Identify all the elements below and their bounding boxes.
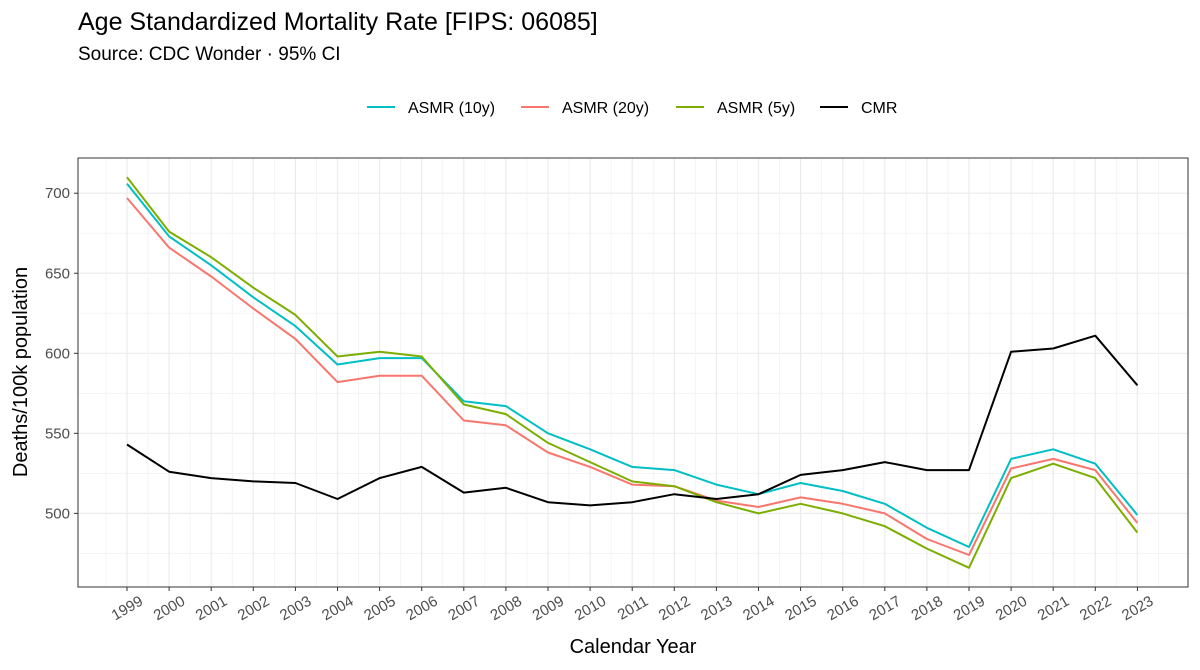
- x-tick-label: 2010: [572, 593, 609, 624]
- x-tick-label: 2015: [782, 593, 819, 624]
- x-tick-label: 2011: [615, 593, 651, 624]
- y-tick-label: 600: [45, 345, 70, 362]
- series-line-cmr: [126, 334, 1139, 507]
- legend-item: ASMR (10y): [367, 100, 495, 117]
- x-tick-label: 2008: [487, 593, 524, 624]
- series-line-asmr-10y: [126, 182, 1139, 548]
- x-tick-label: 2001: [193, 593, 230, 624]
- legend-item: ASMR (20y): [521, 100, 649, 117]
- legend-item: CMR: [820, 100, 897, 117]
- x-tick-label: 2021: [1035, 593, 1072, 624]
- x-tick-label: 2013: [698, 593, 735, 624]
- y-tick-label: 550: [45, 425, 70, 442]
- x-tick-label: 2005: [361, 593, 398, 624]
- x-tick-label: 2004: [319, 593, 356, 624]
- x-tick-label: 2009: [530, 593, 567, 624]
- y-tick-label: 650: [45, 265, 70, 282]
- x-tick-label: 2020: [993, 593, 1030, 624]
- x-tick-label: 2006: [403, 593, 440, 624]
- x-tick-label: 2002: [235, 593, 272, 624]
- y-tick-label: 700: [45, 185, 70, 202]
- legend-label: ASMR (5y): [717, 100, 795, 117]
- series-lines: [126, 176, 1139, 569]
- x-tick-label: 2023: [1119, 593, 1156, 624]
- legend: ASMR (10y) ASMR (20y) ASMR (5y) CMR: [367, 100, 897, 117]
- x-tick-label: 2003: [277, 593, 314, 624]
- grid: [78, 158, 1188, 587]
- series-line-asmr-5y: [126, 176, 1139, 569]
- x-tick-label: 2022: [1077, 593, 1114, 624]
- y-axis: 500 550 600 650 700: [45, 185, 78, 522]
- x-tick-label: 2019: [951, 593, 988, 624]
- x-axis: 1999 2000 2001 2002 2003 2004 2005 2006 2007 2008…: [109, 587, 1156, 624]
- x-axis-title: Calendar Year: [570, 636, 697, 658]
- series-line-asmr-20y: [126, 197, 1139, 556]
- chart-title: Age Standardized Mortality Rate [FIPS: 0…: [78, 8, 598, 36]
- legend-label: ASMR (10y): [408, 100, 495, 117]
- x-tick-label: 1999: [109, 593, 146, 624]
- legend-label: ASMR (20y): [562, 100, 649, 117]
- y-axis-title: Deaths/100k population: [10, 267, 32, 477]
- legend-item: ASMR (5y): [676, 100, 795, 117]
- chart-subtitle: Source: CDC Wonder · 95% CI: [78, 44, 341, 65]
- y-tick-label: 500: [45, 505, 70, 522]
- x-tick-label: 2007: [445, 593, 482, 624]
- x-tick-label: 2016: [824, 593, 861, 624]
- legend-label: CMR: [861, 100, 897, 117]
- x-tick-label: 2000: [151, 593, 188, 624]
- x-tick-label: 2012: [656, 593, 693, 624]
- x-tick-label: 2018: [908, 593, 945, 624]
- x-tick-label: 2017: [866, 593, 903, 624]
- x-tick-label: 2014: [740, 593, 777, 624]
- panel-border: [77, 157, 1189, 588]
